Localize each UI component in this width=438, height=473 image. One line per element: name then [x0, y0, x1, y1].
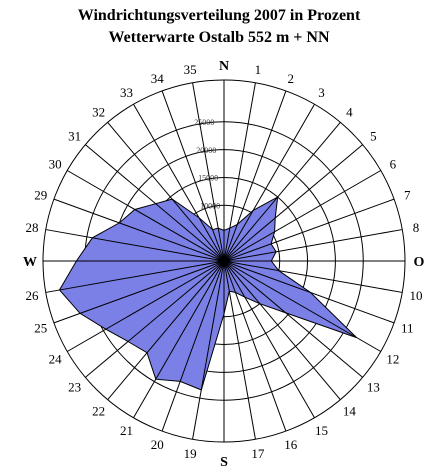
- direction-label: 23: [68, 379, 81, 394]
- direction-label: 12: [386, 352, 399, 367]
- cardinal-south-label: S: [220, 455, 228, 470]
- direction-label: 16: [284, 437, 298, 452]
- spoke-line: [192, 82, 225, 262]
- direction-label: 17: [251, 446, 265, 461]
- direction-label: 30: [49, 157, 62, 172]
- spoke-line: [223, 198, 395, 262]
- chart-title-line2: Wetterwarte Ostalb 552 m + NN: [108, 29, 330, 46]
- direction-label: 28: [25, 220, 38, 235]
- radial-tick-label: 10000: [200, 201, 220, 210]
- spoke-line: [223, 260, 395, 324]
- direction-label: 29: [34, 187, 47, 202]
- spoke-line: [133, 103, 225, 262]
- spoke-line: [223, 260, 363, 378]
- spoke-line: [223, 90, 287, 262]
- direction-label: 13: [367, 379, 380, 394]
- spoke-line: [107, 122, 225, 262]
- direction-label: 7: [404, 187, 411, 202]
- direction-label: 4: [346, 105, 353, 120]
- direction-label: 8: [413, 220, 420, 235]
- spoke-line: [45, 260, 225, 293]
- direction-label: 15: [315, 423, 328, 438]
- radial-tick-label: 25000: [194, 118, 214, 127]
- spoke-line: [66, 260, 225, 352]
- spoke-line: [223, 144, 363, 262]
- spoke-line: [223, 229, 403, 262]
- direction-label: 31: [68, 129, 81, 144]
- direction-label: 24: [49, 352, 63, 367]
- direction-label: 1: [255, 62, 262, 77]
- spoke-line: [223, 260, 256, 440]
- direction-label: 10: [410, 288, 423, 303]
- spoke-line: [223, 103, 315, 262]
- spoke-line: [66, 170, 225, 262]
- direction-label: 26: [25, 288, 39, 303]
- direction-label: 14: [343, 403, 357, 418]
- direction-label: 2: [287, 71, 294, 86]
- spoke-line: [85, 144, 225, 262]
- chart-title-line1: Windrichtungsverteilung 2007 in Prozent: [77, 7, 361, 24]
- spoke-line: [223, 122, 341, 262]
- spoke-line: [133, 260, 225, 419]
- direction-label: 22: [92, 403, 105, 418]
- direction-labels: 1234567810111213141516171920212223242526…: [25, 62, 422, 461]
- direction-label: 3: [318, 85, 325, 100]
- cardinal-east-label: O: [414, 255, 425, 270]
- cardinal-west-label: W: [23, 255, 37, 270]
- spoke-line: [223, 82, 256, 262]
- direction-label: 19: [184, 446, 197, 461]
- spoke-line: [53, 260, 225, 324]
- direction-label: 32: [92, 105, 105, 120]
- direction-label: 34: [151, 71, 165, 86]
- cardinal-north-label: N: [219, 59, 229, 74]
- direction-label: 25: [34, 321, 47, 336]
- spokes: [43, 80, 405, 442]
- spoke-line: [85, 260, 225, 378]
- spoke-line: [192, 260, 225, 440]
- spoke-line: [223, 260, 287, 432]
- spoke-line: [161, 260, 225, 432]
- direction-label: 20: [151, 437, 164, 452]
- spoke-line: [223, 260, 382, 352]
- radial-tick-label: 20000: [196, 146, 216, 155]
- spoke-line: [161, 90, 225, 262]
- direction-label: 33: [120, 85, 133, 100]
- spoke-line: [107, 260, 225, 400]
- direction-label: 35: [184, 62, 197, 77]
- spoke-line: [53, 198, 225, 262]
- direction-label: 11: [401, 321, 414, 336]
- spoke-line: [223, 260, 315, 419]
- direction-label: 5: [370, 129, 377, 144]
- spoke-line: [223, 170, 382, 262]
- spoke-line: [223, 260, 341, 400]
- direction-label: 21: [120, 423, 133, 438]
- spoke-line: [45, 229, 225, 262]
- spoke-line: [223, 260, 403, 293]
- radial-tick-label: 15000: [198, 174, 218, 183]
- direction-label: 6: [390, 157, 397, 172]
